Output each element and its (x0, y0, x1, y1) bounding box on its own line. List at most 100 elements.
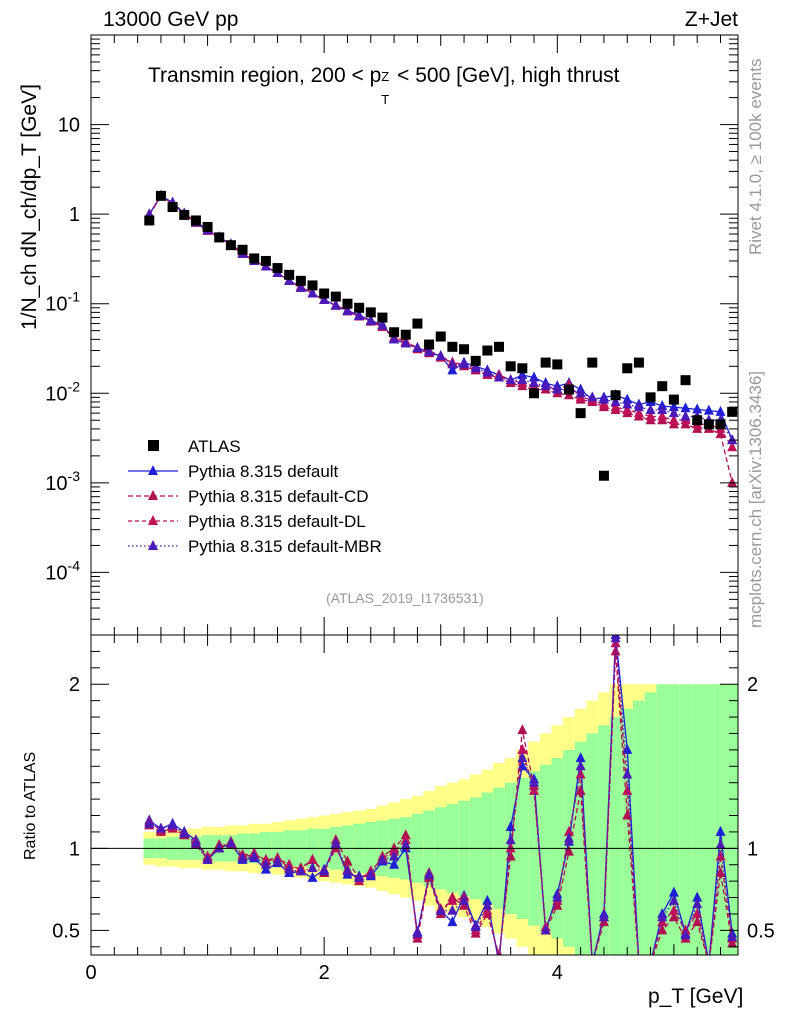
main-series-point (307, 287, 318, 298)
ratio-series-point (704, 957, 714, 967)
main-series-point (447, 364, 458, 375)
main-series-point (330, 299, 341, 310)
atlas-point (715, 419, 726, 430)
ratio-series-point (237, 852, 248, 863)
green-band-bin (621, 708, 634, 955)
ratio-series-point (295, 865, 306, 876)
ratio-series-point (517, 752, 528, 763)
ratio-series-point (715, 839, 726, 850)
legend-marker (148, 465, 158, 475)
main-series-point (715, 405, 726, 416)
main-series-line-0 (148, 194, 733, 441)
title-sub: T (381, 92, 390, 107)
ratio-series-point (482, 899, 493, 910)
ratio-series-point (389, 850, 400, 861)
atlas-point (680, 375, 691, 386)
ratio-series-point (167, 819, 178, 830)
x-tick-label: 2 (319, 962, 330, 984)
ratio-series-point (190, 837, 201, 848)
ratio-y-axis-label: Ratio to ATLAS (22, 751, 39, 860)
ratio-series-point (692, 898, 703, 909)
main-series-point (703, 404, 714, 415)
main-series-point (622, 404, 633, 415)
ratio-series-point (540, 924, 551, 935)
main-series-point (470, 362, 481, 373)
main-series-point (400, 337, 411, 348)
ratio-series-point (704, 957, 714, 967)
atlas-point (284, 269, 295, 280)
title-post: < 500 [GeV], high thrust (391, 64, 620, 87)
reference-label: (ATLAS_2019_I1736531) (326, 590, 484, 606)
ratio-series-point (634, 957, 644, 967)
main-series-point (587, 391, 598, 402)
ratio-series-point (459, 894, 470, 905)
atlas-point (482, 345, 493, 356)
ratio-series-point (319, 865, 330, 876)
main-series-point (528, 371, 539, 382)
ratio-series-point (307, 871, 318, 882)
ratio-series-point (517, 724, 528, 735)
atlas-point (225, 240, 236, 251)
atlas-point (494, 341, 505, 352)
atlas-point (319, 288, 330, 299)
green-band-bin (656, 684, 669, 955)
ratio-series-layer (91, 635, 738, 967)
main-series-point (412, 342, 423, 353)
x-tick-label: 4 (552, 962, 563, 984)
ratio-series-point (202, 853, 213, 864)
main-series-point (424, 345, 435, 356)
atlas-point (563, 384, 574, 395)
ratio-series-point (575, 752, 586, 763)
ratio-series-point (260, 858, 271, 869)
atlas-point (307, 280, 318, 291)
atlas-point (610, 390, 621, 401)
atlas-point (657, 381, 668, 392)
ratio-series-point (622, 784, 633, 795)
main-series-point (715, 428, 726, 439)
ratio-series-point (179, 827, 190, 838)
ratio-series-point (284, 863, 295, 874)
atlas-point (412, 318, 423, 329)
legend-label: Pythia 8.315 default-MBR (188, 537, 382, 556)
ratio-y-tick-label: 0.5 (52, 920, 80, 942)
ratio-series-point (668, 886, 679, 897)
legend-marker-atlas (148, 440, 159, 451)
main-series-point (633, 401, 644, 412)
main-series-point (668, 414, 679, 425)
ratio-series-point (668, 894, 679, 905)
atlas-point (214, 232, 225, 243)
ratio-series-point (505, 850, 516, 861)
ratio-series-point (330, 837, 341, 848)
ratio-series-point (424, 868, 435, 879)
atlas-point (633, 357, 644, 368)
atlas-point (645, 392, 656, 403)
main-series-point (319, 293, 330, 304)
atlas-point (202, 221, 213, 232)
ratio-y-tick-label: 1 (69, 838, 80, 860)
header-right: Z+Jet (684, 8, 738, 31)
ratio-series-point (447, 894, 458, 905)
ratio-series-point (155, 822, 166, 833)
legend-marker (148, 515, 158, 525)
atlas-point (237, 244, 248, 255)
legend-label: Pythia 8.315 default (188, 462, 339, 481)
main-series-point (494, 371, 505, 382)
ratio-series-point (435, 904, 446, 915)
ratio-series-point (634, 957, 644, 967)
main-series-point (692, 403, 703, 414)
ratio-y-tick-label-right: 0.5 (747, 920, 775, 942)
legend-marker (148, 540, 158, 550)
atlas-point (692, 415, 703, 426)
ratio-series-point (575, 784, 586, 795)
ratio-series-point (715, 825, 726, 836)
ratio-series-point (517, 760, 528, 771)
atlas-point (598, 470, 609, 481)
atlas-point (144, 215, 155, 226)
atlas-point (377, 312, 388, 323)
green-band-bin (668, 684, 680, 955)
ratio-series-point (587, 957, 597, 967)
green-band-bin (691, 684, 704, 955)
y-tick-label: 1 (69, 204, 80, 226)
